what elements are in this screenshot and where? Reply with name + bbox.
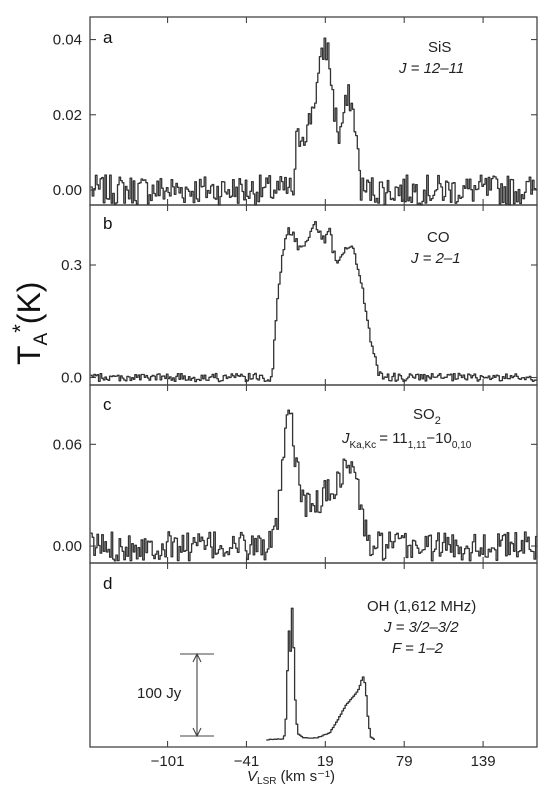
- x-tick-label: 139: [471, 753, 496, 770]
- panel-d-transition-f: F = 1–2: [392, 640, 444, 657]
- panel-a-molecule: SiS: [428, 39, 451, 56]
- panel-d-transition: J = 3/2–3/2: [383, 619, 459, 636]
- panel-b-ytick-label: 0.0: [61, 370, 82, 387]
- x-axis-label: VLSR (km s⁻¹): [247, 768, 335, 787]
- panel-c-molecule: SO2: [413, 406, 441, 427]
- x-tick-label: −41: [234, 753, 259, 770]
- panel-a-frame: [89, 16, 538, 206]
- panel-d-frame: [89, 562, 538, 748]
- panel-c-ytick-label: 0.00: [53, 538, 82, 555]
- plot-elements: 0.00 0.02 0.04 0.0 0.3 0.00 0.06 −101 −41 19 79 139: [53, 17, 538, 770]
- panel-b-transition: J = 2–1: [410, 250, 461, 267]
- panel-b-letter: b: [103, 214, 112, 233]
- y-axis-label: TA*(K): [8, 282, 52, 365]
- panel-a-ytick-label: 0.02: [53, 107, 82, 124]
- scale-bar-label: 100 Jy: [137, 685, 182, 702]
- scale-bar: 100 Jy: [135, 652, 214, 738]
- x-tick-label: 79: [396, 753, 413, 770]
- panel-b-ytick-label: 0.3: [61, 257, 82, 274]
- x-tick-label: 19: [317, 753, 334, 770]
- panel-c-transition: JKa,Kc = 111,11−100,10: [341, 430, 472, 451]
- panel-d-molecule: OH (1,612 MHz): [367, 598, 476, 615]
- panel-a-ytick-label: 0.04: [53, 32, 82, 49]
- panel-c-ytick-label: 0.06: [53, 436, 82, 453]
- svg-text:TA*(K): TA*(K): [8, 282, 52, 365]
- panel-a-spectrum: [90, 37, 538, 206]
- panel-c-frame: [89, 384, 538, 564]
- panel-c-spectrum: [90, 409, 538, 562]
- panel-a-ytick-label: 0.00: [53, 182, 82, 199]
- panel-d-letter: d: [103, 574, 112, 593]
- panel-b-frame: [89, 204, 538, 386]
- panel-b-spectrum: [90, 221, 538, 383]
- x-tick-label: −101: [151, 753, 185, 770]
- panel-c-letter: c: [103, 395, 112, 414]
- panel-a-transition: J = 12–11: [398, 60, 464, 77]
- panel-b-molecule: CO: [427, 229, 450, 246]
- panel-a-letter: a: [103, 28, 113, 47]
- panel-d-spectrum: [266, 607, 375, 741]
